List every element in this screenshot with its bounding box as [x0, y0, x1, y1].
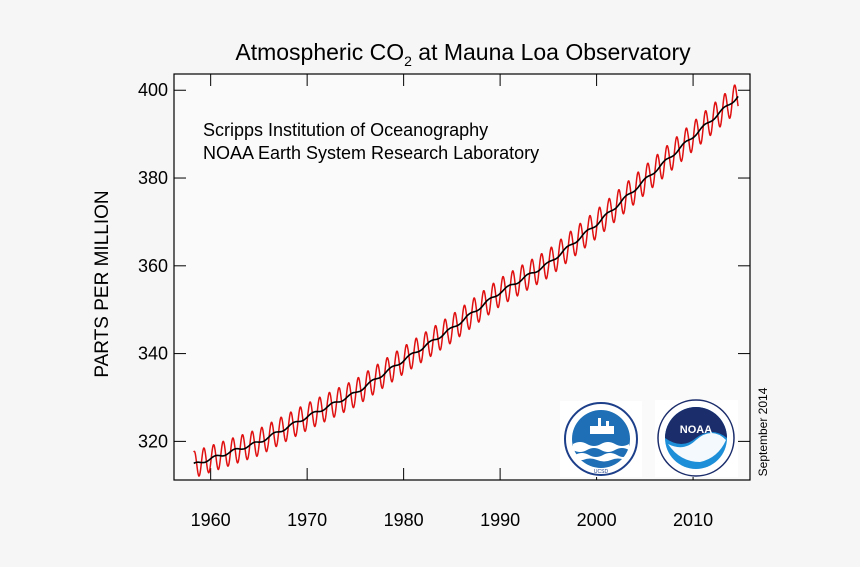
- axis-ticks: 1960 1970 1980 1990 2000 2010 320 340 360 380 400: [138, 74, 750, 530]
- noaa-logo: NOAA: [655, 399, 738, 477]
- date-note: September 2014: [756, 387, 770, 476]
- y-axis-label: PARTS PER MILLION: [92, 190, 113, 377]
- y-tick-label: 320: [138, 431, 168, 451]
- series-monthly-line: [193, 84, 739, 477]
- noaa-logo-label: NOAA: [680, 424, 712, 436]
- y-tick-label: 380: [138, 168, 168, 188]
- x-tick-label: 2000: [577, 510, 617, 530]
- chart-title: Atmospheric CO2 at Mauna Loa Observatory: [235, 39, 691, 69]
- y-tick-label: 400: [138, 80, 168, 100]
- y-tick-label: 340: [138, 344, 168, 364]
- plot-area: [173, 73, 751, 481]
- x-tick-label: 1960: [191, 510, 231, 530]
- scripps-logo-label: UCSD: [594, 469, 609, 475]
- x-tick-label: 1990: [480, 510, 520, 530]
- scripps-logo: UCSD: [560, 401, 642, 477]
- annotation-noaa: NOAA Earth System Research Laboratory: [203, 143, 539, 163]
- x-tick-label: 1980: [384, 510, 424, 530]
- x-tick-label: 2010: [673, 510, 713, 530]
- y-tick-label: 360: [138, 256, 168, 276]
- series-trend-line: [193, 95, 739, 465]
- annotation-scripps: Scripps Institution of Oceanography: [203, 120, 488, 140]
- x-tick-label: 1970: [287, 510, 327, 530]
